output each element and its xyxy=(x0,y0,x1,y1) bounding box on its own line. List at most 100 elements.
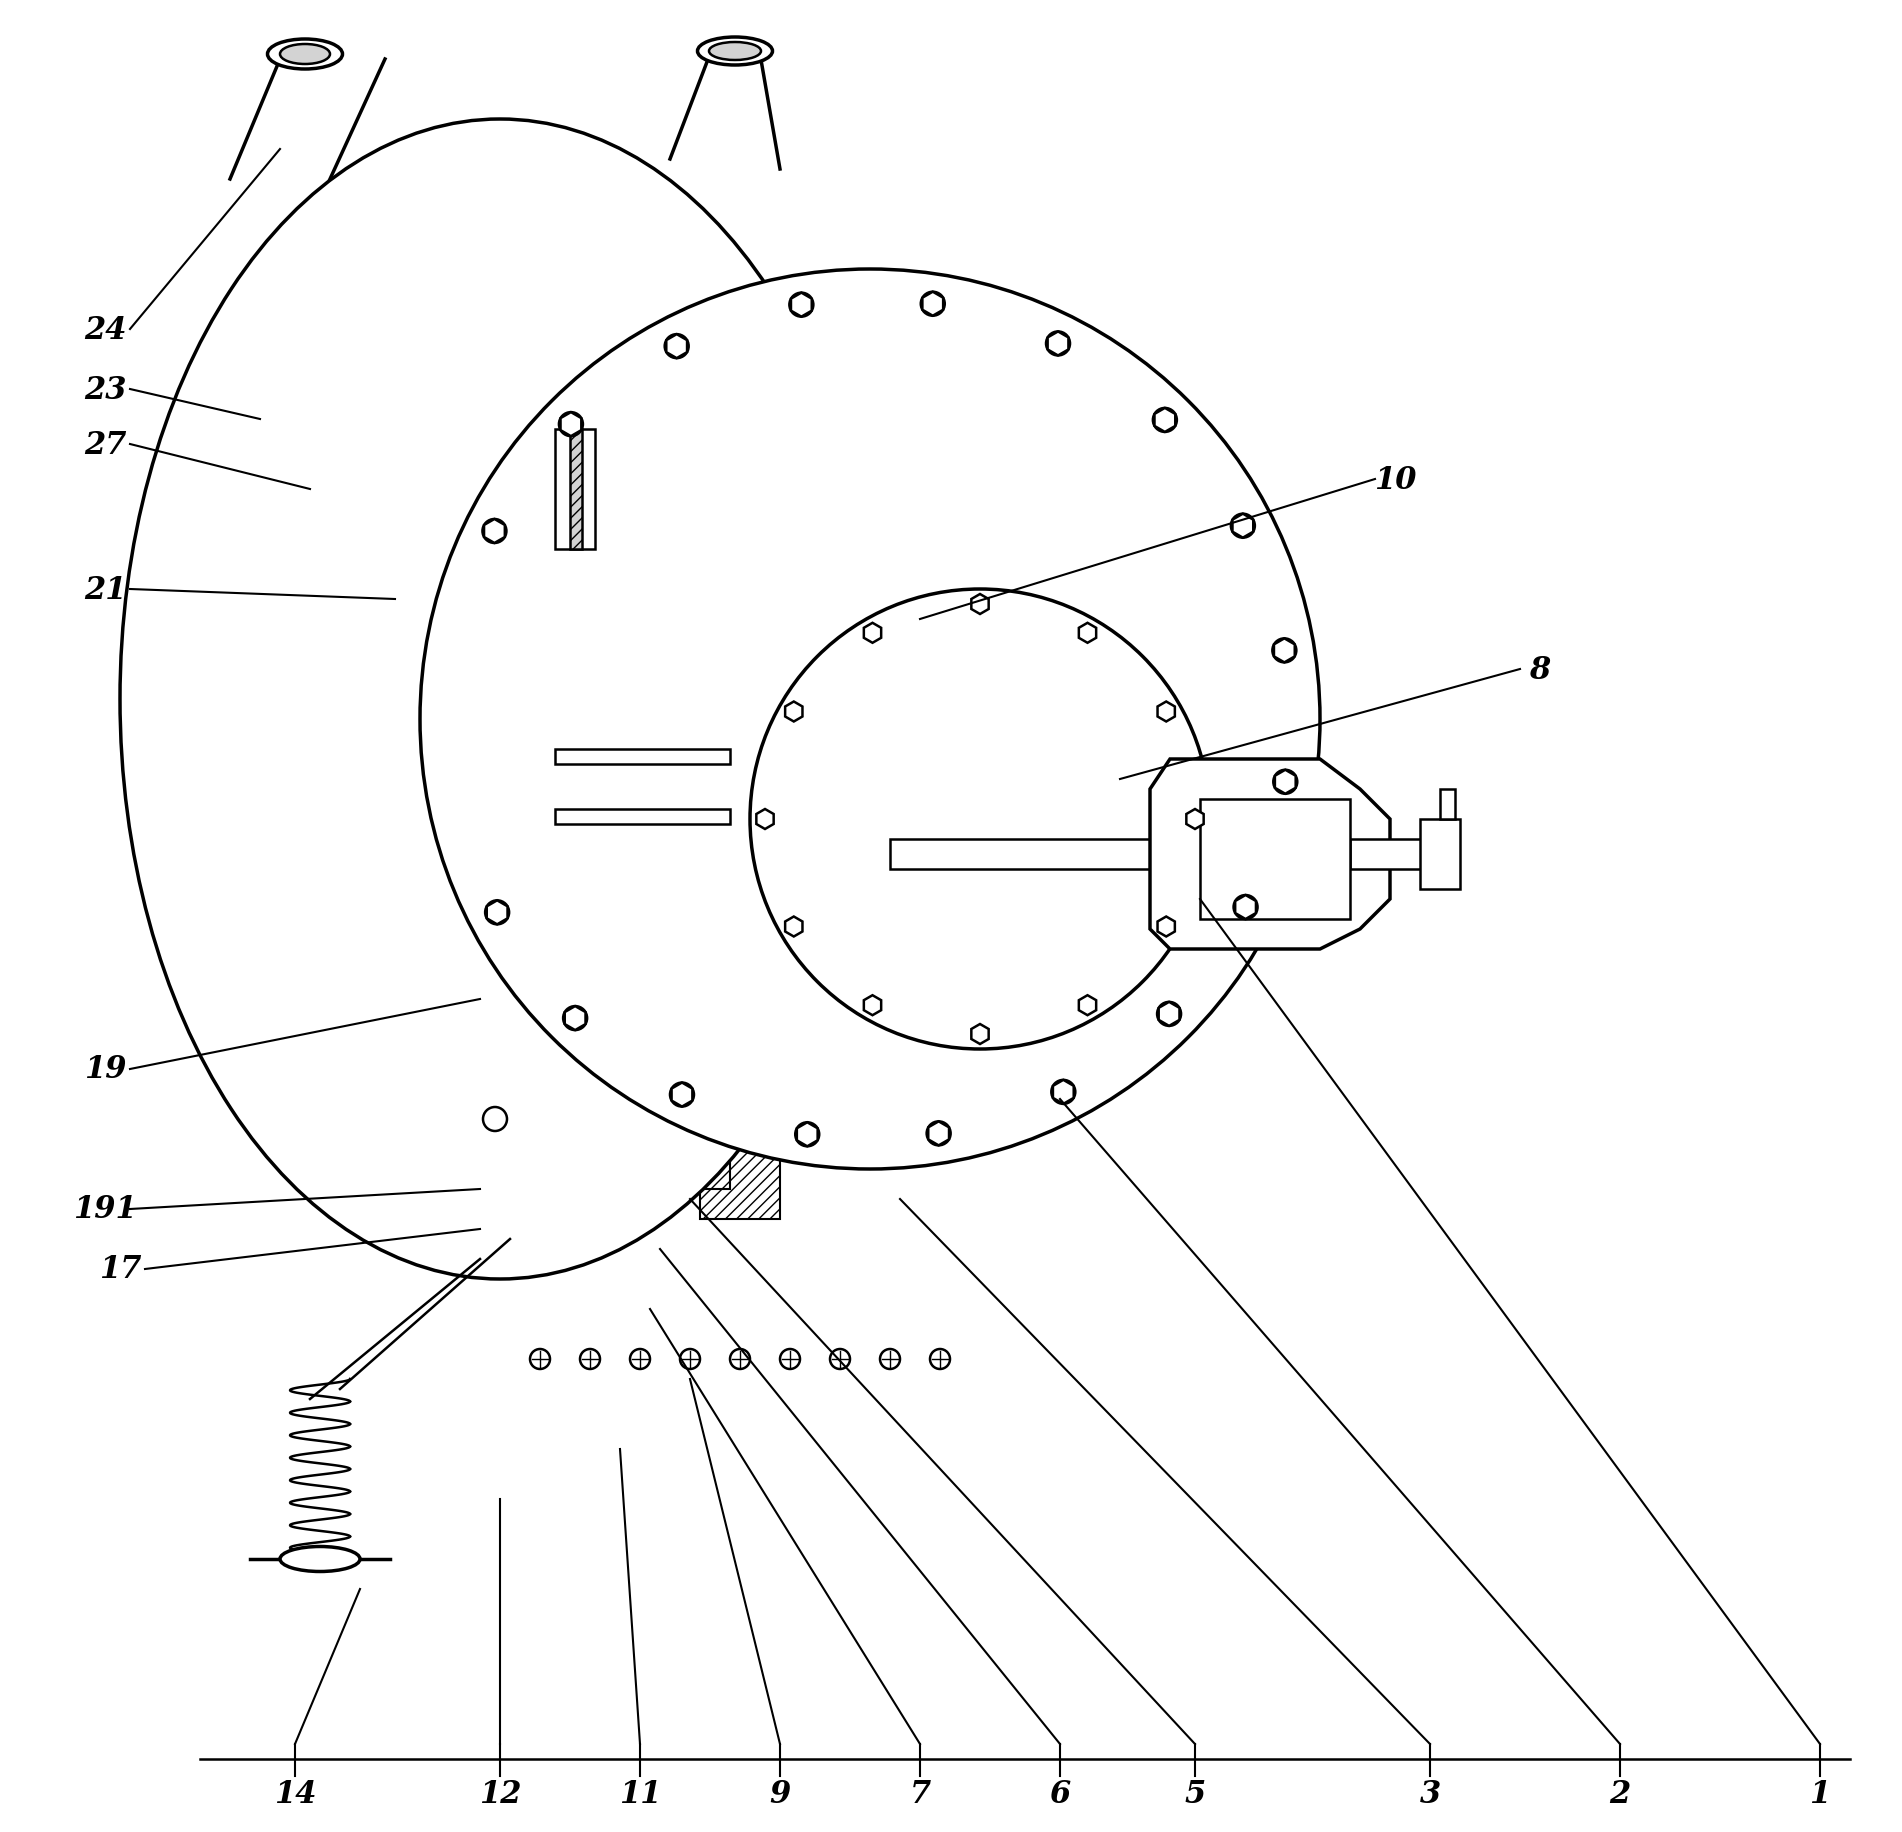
Text: 9: 9 xyxy=(770,1779,791,1810)
Circle shape xyxy=(930,1348,949,1369)
Text: 5: 5 xyxy=(1185,1779,1206,1810)
Polygon shape xyxy=(791,293,812,317)
Circle shape xyxy=(795,1123,820,1147)
Bar xyxy=(700,440,780,1220)
Polygon shape xyxy=(666,335,687,359)
Polygon shape xyxy=(1158,918,1175,936)
Circle shape xyxy=(926,1121,951,1145)
Circle shape xyxy=(563,1006,588,1031)
Polygon shape xyxy=(1158,1002,1179,1026)
Circle shape xyxy=(1272,639,1297,663)
Text: 10: 10 xyxy=(1373,463,1417,495)
Circle shape xyxy=(670,1083,694,1107)
Bar xyxy=(1421,819,1461,890)
Ellipse shape xyxy=(280,46,331,64)
Polygon shape xyxy=(1048,332,1069,355)
Circle shape xyxy=(1046,332,1071,355)
Polygon shape xyxy=(1234,896,1255,920)
Bar xyxy=(555,810,730,824)
Polygon shape xyxy=(565,1006,586,1031)
Circle shape xyxy=(531,1348,550,1369)
Polygon shape xyxy=(928,1121,949,1145)
Bar xyxy=(595,819,685,1019)
Polygon shape xyxy=(1078,623,1096,643)
Polygon shape xyxy=(786,918,803,936)
Circle shape xyxy=(483,1107,508,1132)
Circle shape xyxy=(780,1348,801,1369)
Text: 24: 24 xyxy=(84,315,126,344)
Polygon shape xyxy=(1078,995,1096,1015)
Polygon shape xyxy=(1232,515,1253,539)
Text: 1: 1 xyxy=(1809,1779,1830,1810)
Bar xyxy=(555,550,725,630)
Text: 191: 191 xyxy=(72,1194,137,1226)
Polygon shape xyxy=(786,702,803,722)
Polygon shape xyxy=(1274,639,1295,663)
Polygon shape xyxy=(757,810,774,830)
Text: 17: 17 xyxy=(99,1253,141,1284)
Circle shape xyxy=(1153,409,1177,432)
Circle shape xyxy=(420,269,1320,1169)
Polygon shape xyxy=(797,1123,818,1147)
Bar xyxy=(1440,790,1455,819)
Ellipse shape xyxy=(698,38,772,66)
Polygon shape xyxy=(483,520,504,544)
Text: 11: 11 xyxy=(618,1779,662,1810)
Circle shape xyxy=(1156,1002,1181,1026)
Text: 23: 23 xyxy=(84,374,126,405)
Bar xyxy=(595,700,685,780)
Circle shape xyxy=(630,1348,650,1369)
Bar xyxy=(479,440,559,1220)
Bar xyxy=(555,431,595,550)
Polygon shape xyxy=(1158,702,1175,722)
Circle shape xyxy=(681,1348,700,1369)
Polygon shape xyxy=(1151,760,1390,949)
Polygon shape xyxy=(1155,409,1175,432)
Polygon shape xyxy=(1274,769,1295,795)
Ellipse shape xyxy=(709,42,761,60)
Circle shape xyxy=(559,412,582,436)
Bar xyxy=(685,630,730,1189)
Text: 2: 2 xyxy=(1609,1779,1630,1810)
Bar xyxy=(1200,799,1350,920)
Text: 8: 8 xyxy=(1529,654,1550,685)
Text: 27: 27 xyxy=(84,429,126,460)
Circle shape xyxy=(664,335,689,359)
Text: 12: 12 xyxy=(479,1779,521,1810)
Bar xyxy=(1350,839,1430,870)
Text: 6: 6 xyxy=(1050,1779,1071,1810)
Circle shape xyxy=(881,1348,900,1369)
Bar xyxy=(479,440,780,500)
Bar xyxy=(571,431,582,550)
Ellipse shape xyxy=(268,40,342,70)
Circle shape xyxy=(1234,896,1257,920)
Circle shape xyxy=(921,293,945,317)
Circle shape xyxy=(1052,1081,1075,1105)
Ellipse shape xyxy=(280,1546,359,1572)
Text: 21: 21 xyxy=(84,573,126,605)
Bar xyxy=(479,1079,559,1160)
Polygon shape xyxy=(1054,1081,1075,1105)
Polygon shape xyxy=(972,595,989,616)
Text: 14: 14 xyxy=(274,1779,316,1810)
Circle shape xyxy=(485,901,510,925)
Text: 7: 7 xyxy=(909,1779,930,1810)
Bar xyxy=(890,839,1170,870)
Ellipse shape xyxy=(120,119,881,1279)
Bar xyxy=(555,630,586,1189)
Circle shape xyxy=(483,520,506,544)
Circle shape xyxy=(1231,515,1255,539)
Polygon shape xyxy=(864,995,881,1015)
Polygon shape xyxy=(561,412,582,436)
Circle shape xyxy=(1272,769,1297,795)
Bar xyxy=(555,749,730,764)
Circle shape xyxy=(730,1348,749,1369)
Polygon shape xyxy=(671,1083,692,1107)
Circle shape xyxy=(829,1348,850,1369)
Polygon shape xyxy=(922,293,943,317)
Text: 3: 3 xyxy=(1419,1779,1440,1810)
Polygon shape xyxy=(487,901,508,925)
Circle shape xyxy=(789,293,814,317)
Polygon shape xyxy=(972,1024,989,1044)
Circle shape xyxy=(580,1348,599,1369)
